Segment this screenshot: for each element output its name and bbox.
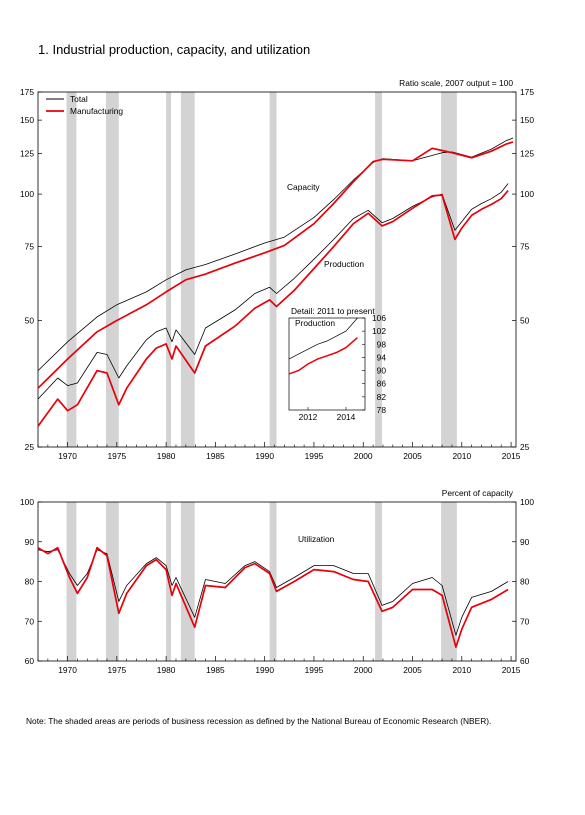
- y-tick-label: 70: [25, 616, 35, 626]
- recession-band: [375, 502, 382, 661]
- x-tick-label: 1985: [206, 451, 225, 461]
- recession-band: [66, 92, 77, 447]
- y-tick-label: 90: [25, 537, 35, 547]
- scale-note: Percent of capacity: [442, 488, 514, 498]
- inset-y-tick-label: 94: [377, 352, 387, 362]
- x-tick-label: 2010: [452, 451, 471, 461]
- recession-band: [441, 92, 457, 447]
- inset-y-tick-label: 102: [372, 326, 386, 336]
- x-tick-label: 1970: [58, 665, 77, 675]
- legend-label-manufacturing: Manufacturing: [70, 106, 123, 116]
- x-tick-label: 1980: [157, 665, 176, 675]
- y-tick-label: 150: [20, 115, 34, 125]
- x-tick-label: 2005: [403, 451, 422, 461]
- inset-background: [285, 306, 369, 426]
- manufacturing-line: [37, 546, 509, 648]
- inset-y-tick-label: 90: [377, 366, 387, 376]
- x-tick-label: 1985: [206, 665, 225, 675]
- y-tick-label: 100: [20, 189, 34, 199]
- y-tick-label: 60: [25, 656, 35, 666]
- y-tick-label-right: 125: [520, 148, 534, 158]
- inset-total-line: [288, 317, 358, 360]
- annotation-capacity: Capacity: [287, 182, 320, 192]
- y-tick-label-right: 70: [520, 616, 530, 626]
- y-tick-label-right: 100: [520, 189, 534, 199]
- x-tick-label: 2010: [452, 665, 471, 675]
- y-tick-label-right: 25: [520, 442, 530, 452]
- inset-y-tick-label: 82: [377, 392, 387, 402]
- inset-y-tick-label: 86: [377, 379, 387, 389]
- y-tick-label-right: 90: [520, 537, 530, 547]
- y-tick-label-right: 75: [520, 242, 530, 252]
- inset-y-tick-label: 106: [372, 313, 386, 323]
- inset-x-tick-label: 2014: [337, 412, 356, 422]
- inset-frame: [288, 317, 366, 411]
- y-tick-label-right: 175: [520, 87, 534, 97]
- x-tick-label: 1990: [255, 451, 274, 461]
- y-tick-label: 75: [25, 242, 35, 252]
- legend-label-total: Total: [70, 94, 88, 104]
- x-tick-label: 1975: [108, 451, 127, 461]
- y-tick-label: 25: [25, 442, 35, 452]
- x-tick-label: 1995: [305, 451, 324, 461]
- y-tick-label-right: 50: [520, 316, 530, 326]
- x-tick-label: 2015: [502, 451, 521, 461]
- x-tick-label: 1970: [58, 451, 77, 461]
- y-tick-label: 100: [20, 497, 34, 507]
- y-tick-label-right: 100: [520, 497, 534, 507]
- recession-band: [106, 92, 119, 447]
- y-tick-label: 80: [25, 577, 35, 587]
- recession-band: [180, 502, 195, 661]
- x-tick-label: 1995: [305, 665, 324, 675]
- recession-band: [166, 92, 172, 447]
- y-tick-label-right: 150: [520, 115, 534, 125]
- y-tick-label-right: 60: [520, 656, 530, 666]
- plot-frame: [37, 91, 517, 448]
- y-tick-label: 125: [20, 148, 34, 158]
- y-tick-label: 175: [20, 87, 34, 97]
- inset-manufacturing-line: [288, 337, 358, 375]
- recession-band: [269, 92, 277, 447]
- annotation-production: Production: [324, 259, 364, 269]
- scale-note: Ratio scale, 2007 output = 100: [399, 78, 513, 88]
- x-tick-label: 2005: [403, 665, 422, 675]
- inset-y-tick-label: 98: [377, 339, 387, 349]
- production-manufacturing-line: [37, 189, 509, 427]
- x-tick-label: 2000: [354, 665, 373, 675]
- capacity-manufacturing-line: [37, 141, 514, 389]
- y-tick-label: 50: [25, 316, 35, 326]
- x-tick-label: 1975: [108, 665, 127, 675]
- inset-label: Production: [295, 318, 335, 328]
- annotation-utilization: Utilization: [298, 534, 335, 544]
- x-tick-label: 2000: [354, 451, 373, 461]
- x-tick-label: 2015: [502, 665, 521, 675]
- inset-y-tick-label: 78: [377, 405, 387, 415]
- production-total-line: [37, 183, 509, 400]
- footnote: Note: The shaded areas are periods of bu…: [26, 716, 492, 726]
- recession-band: [441, 502, 457, 661]
- y-tick-label-right: 80: [520, 577, 530, 587]
- x-tick-label: 1990: [255, 665, 274, 675]
- inset-title: Detail: 2011 to present: [291, 306, 375, 316]
- inset-x-tick-label: 2012: [299, 412, 318, 422]
- chart-title: 1. Industrial production, capacity, and …: [38, 42, 311, 57]
- recession-band: [375, 92, 382, 447]
- x-tick-label: 1980: [157, 451, 176, 461]
